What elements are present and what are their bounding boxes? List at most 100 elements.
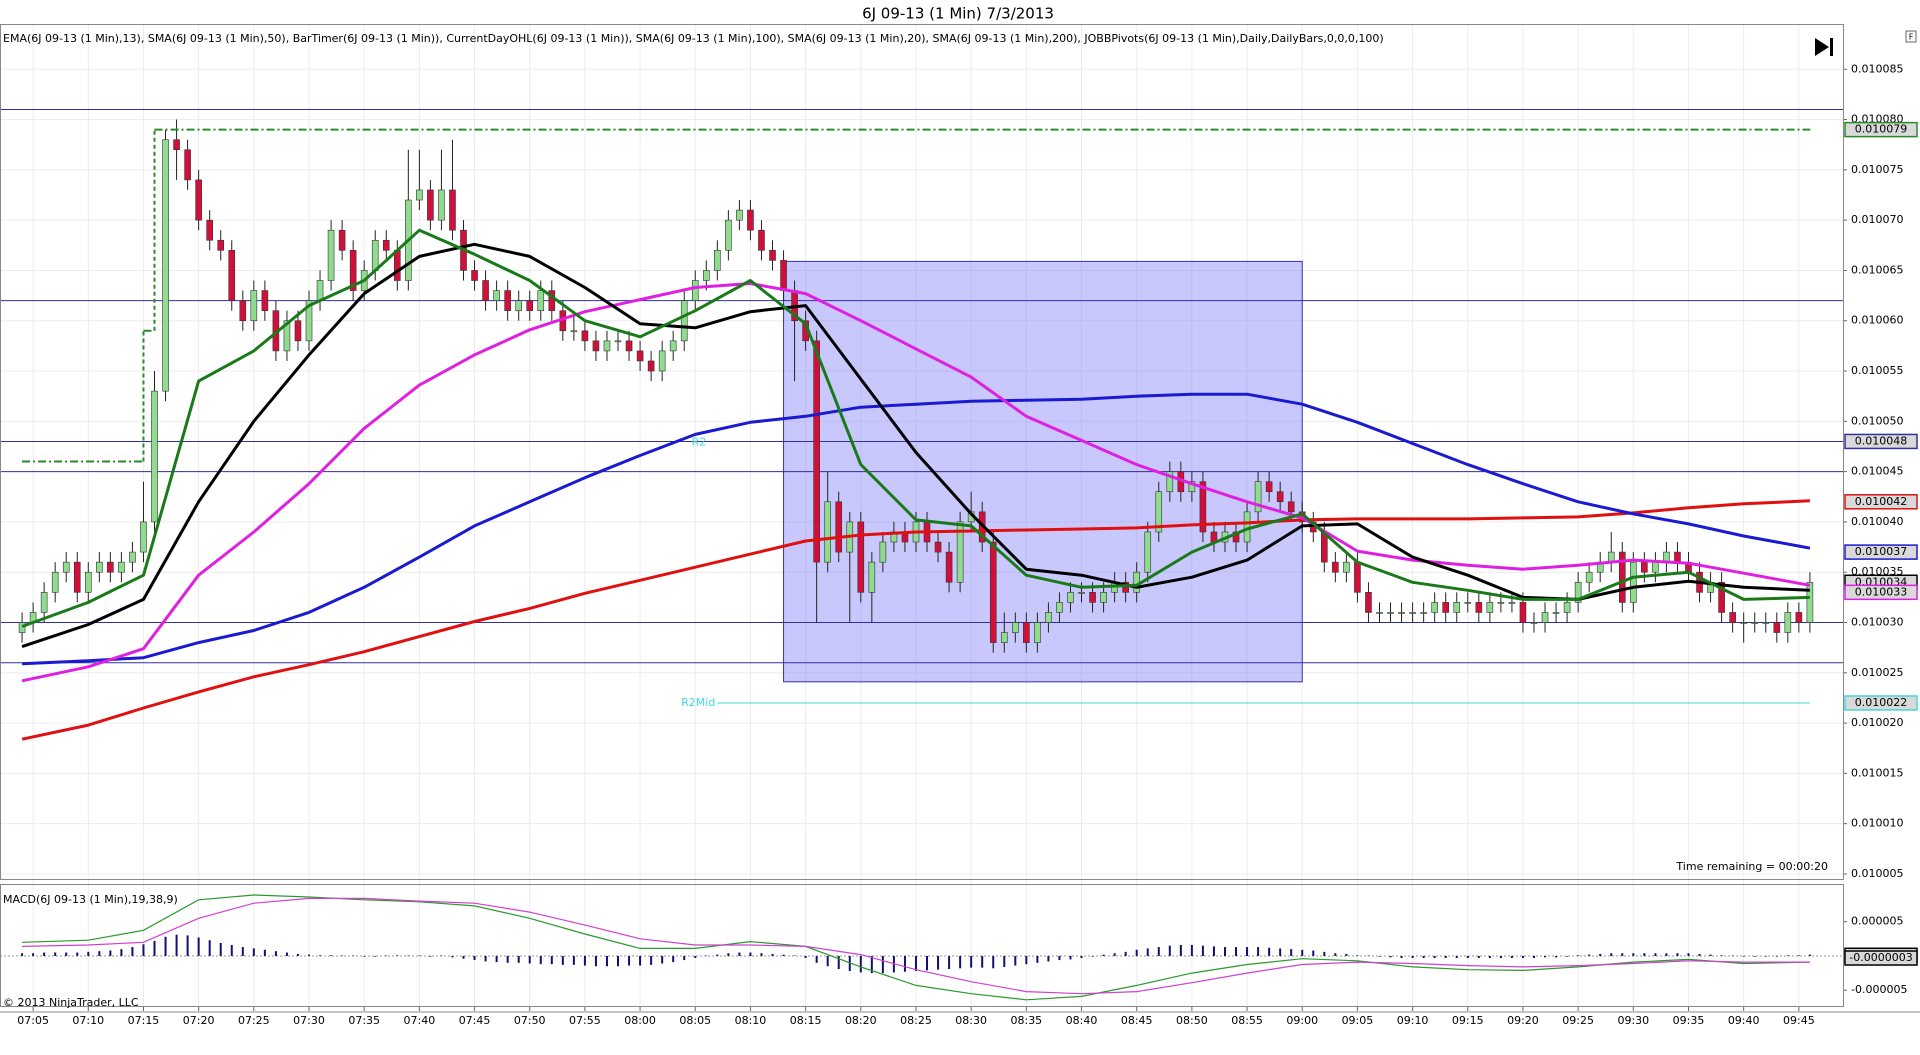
y-tick-label: 0.010060 — [1851, 314, 1904, 327]
x-tick-label: 08:00 — [624, 1014, 656, 1027]
price-marker — [1844, 494, 1918, 510]
candle-body — [1354, 561, 1361, 593]
candle-body — [1574, 581, 1582, 603]
x-tick-label: 09:15 — [1452, 1014, 1484, 1027]
x-tick-label: 07:10 — [72, 1014, 104, 1027]
candle-body — [438, 189, 445, 221]
candle-body — [1023, 622, 1030, 643]
candle-body — [1431, 602, 1438, 613]
candle-body — [393, 250, 401, 281]
candle-body — [879, 541, 887, 563]
price-marker-label: 0.010042 — [1855, 495, 1908, 508]
x-tick-label: 08:25 — [900, 1014, 932, 1027]
y-tick-label: 0.010055 — [1851, 364, 1904, 377]
candle-body — [228, 250, 236, 301]
x-tick-label: 07:55 — [569, 1014, 601, 1027]
candle-body — [1806, 581, 1814, 623]
candle-body — [239, 300, 247, 322]
price-marker — [1844, 433, 1918, 450]
candle-body — [162, 139, 169, 392]
candle-body — [1012, 622, 1019, 633]
candle-body — [73, 561, 81, 593]
candle-body — [107, 561, 114, 573]
price-marker-label: 0.010079 — [1855, 123, 1908, 136]
candle-body — [1740, 622, 1747, 624]
y-tick-label: 0.010065 — [1851, 263, 1904, 276]
candle-body — [614, 340, 622, 343]
indicator-line — [21, 499, 1810, 741]
x-tick-label: 08:15 — [790, 1014, 822, 1027]
candle-body — [1420, 612, 1427, 614]
candle-body — [1199, 481, 1207, 533]
x-tick-label: 07:30 — [293, 1014, 325, 1027]
indicator-line — [21, 282, 1811, 683]
copyright: © 2013 NinjaTrader, LLC — [3, 996, 139, 1009]
candle-body — [1100, 592, 1107, 603]
candle-body — [647, 360, 655, 372]
candle-body — [504, 290, 511, 311]
candle-body — [1795, 612, 1803, 623]
candle-body — [140, 521, 147, 553]
x-tick-label: 09:35 — [1673, 1014, 1705, 1027]
indicator-line — [21, 242, 1810, 649]
candle-body — [780, 260, 787, 291]
candle-body — [1652, 561, 1659, 573]
go-to-end-button[interactable] — [1815, 38, 1833, 56]
x-tick-label: 09:40 — [1728, 1014, 1760, 1027]
macd-marker-label: -0.0000003 — [1849, 951, 1912, 964]
candle-body — [482, 280, 489, 301]
candle-body — [305, 300, 313, 342]
candle-body — [515, 300, 522, 311]
macd-line — [22, 897, 1810, 995]
y-tick-label: 0.010005 — [1851, 867, 1904, 880]
candle-body — [1155, 491, 1163, 533]
candle-body — [691, 280, 699, 301]
candle-body — [857, 521, 865, 593]
x-tick-label: 07:05 — [17, 1014, 49, 1027]
macd-panel — [0, 884, 1844, 1007]
candle-body — [813, 340, 820, 563]
float-toggle[interactable] — [1905, 30, 1917, 43]
candle-body — [338, 229, 346, 251]
x-tick-label: 07:45 — [459, 1014, 491, 1027]
candle-body — [824, 501, 831, 563]
candle-body — [1188, 481, 1196, 493]
candle-body — [1453, 602, 1461, 613]
candle-body — [1784, 612, 1792, 633]
x-tick-label: 09:05 — [1342, 1014, 1374, 1027]
x-tick-label: 08:50 — [1176, 1014, 1208, 1027]
candle-body — [217, 239, 225, 251]
candle-body — [1475, 602, 1483, 613]
candle-body — [96, 561, 103, 573]
candle-body — [1718, 581, 1725, 613]
candle-body — [1541, 612, 1549, 623]
candle-body — [449, 189, 456, 231]
candle-body — [1232, 531, 1240, 543]
candle-body — [1166, 471, 1174, 493]
candle-body — [51, 571, 59, 593]
candle-body — [581, 330, 589, 342]
candle-body — [416, 189, 423, 201]
candle-body — [1078, 592, 1085, 594]
x-tick-label: 07:40 — [404, 1014, 436, 1027]
candle-body — [1751, 622, 1759, 624]
price-panel — [0, 24, 1844, 880]
candle-body — [1332, 561, 1339, 573]
candle-body — [636, 350, 644, 362]
candle-body — [934, 541, 942, 553]
x-tick-label: 08:40 — [1066, 1014, 1098, 1027]
candle-body — [1343, 561, 1350, 573]
candle-body — [537, 290, 545, 311]
x-tick-label: 09:20 — [1507, 1014, 1539, 1027]
y-tick-label: 0.010075 — [1851, 163, 1904, 176]
x-tick-label: 08:20 — [845, 1014, 877, 1027]
price-marker — [1844, 584, 1918, 601]
candle-body — [316, 280, 324, 301]
candle-body — [769, 250, 776, 261]
candle-body — [1067, 592, 1074, 603]
candle-body — [84, 571, 92, 593]
y-tick-label: 0.010050 — [1851, 414, 1904, 427]
candle-body — [1398, 612, 1405, 614]
candle-body — [1618, 551, 1626, 603]
